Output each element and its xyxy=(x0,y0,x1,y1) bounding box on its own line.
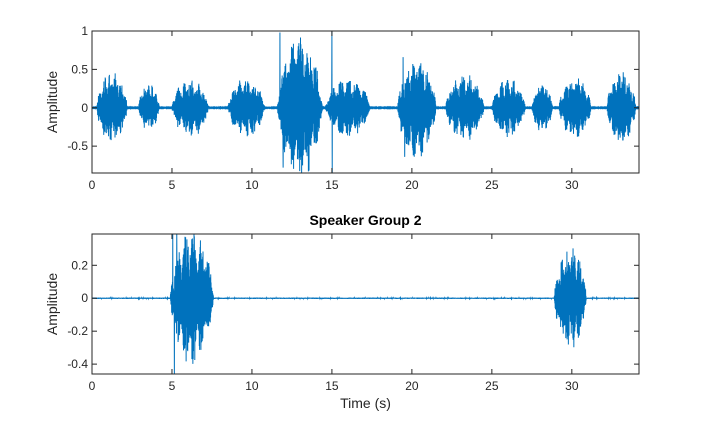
bottom-x-axis-label: Time (s) xyxy=(340,395,391,411)
y-tick-label: 0.2 xyxy=(71,258,88,272)
top-y-axis-label: Amplitude xyxy=(44,71,60,133)
bottom-axes: 0 5 10 15 20 25 30 -0.4 -0.2 0 0.2 Amplitude Speak… xyxy=(44,212,640,411)
top-waveform xyxy=(91,30,640,174)
y-tick-label: 0 xyxy=(81,101,88,115)
top-axes: 0 5 10 15 20 25 30 -0.5 0 0.5 1 Amplitude xyxy=(44,24,640,192)
bottom-waveform xyxy=(91,233,640,375)
y-tick-label: -0.2 xyxy=(67,324,88,338)
x-tick-label: 5 xyxy=(169,379,176,393)
x-tick-label: 10 xyxy=(245,379,259,393)
x-tick-label: 5 xyxy=(169,178,176,192)
bottom-axes-box xyxy=(91,233,640,375)
y-tick-label: -0.5 xyxy=(67,139,88,153)
x-tick-label: 0 xyxy=(89,379,96,393)
top-axes-box xyxy=(91,30,640,174)
x-tick-label: 20 xyxy=(405,178,419,192)
x-tick-label: 30 xyxy=(565,379,579,393)
y-tick-label: 0 xyxy=(81,291,88,305)
x-tick-label: 0 xyxy=(89,178,96,192)
waveform-line-top xyxy=(91,30,640,174)
x-tick-label: 25 xyxy=(485,178,499,192)
y-tick-label: 0.5 xyxy=(71,62,88,76)
waveform-line-bottom xyxy=(91,233,640,375)
bottom-title: Speaker Group 2 xyxy=(309,212,421,228)
x-tick-label: 25 xyxy=(485,379,499,393)
x-tick-label: 15 xyxy=(325,379,339,393)
x-tick-label: 30 xyxy=(565,178,579,192)
x-tick-label: 15 xyxy=(325,178,339,192)
y-tick-label: -0.4 xyxy=(67,357,88,371)
x-tick-label: 20 xyxy=(405,379,419,393)
x-tick-label: 10 xyxy=(245,178,259,192)
bottom-y-axis-label: Amplitude xyxy=(44,273,60,335)
y-tick-label: 1 xyxy=(81,24,88,38)
bottom-ticks: 0 5 10 15 20 25 30 -0.4 -0.2 0 0.2 xyxy=(67,234,639,393)
top-ticks: 0 5 10 15 20 25 30 -0.5 0 0.5 1 xyxy=(67,24,639,192)
